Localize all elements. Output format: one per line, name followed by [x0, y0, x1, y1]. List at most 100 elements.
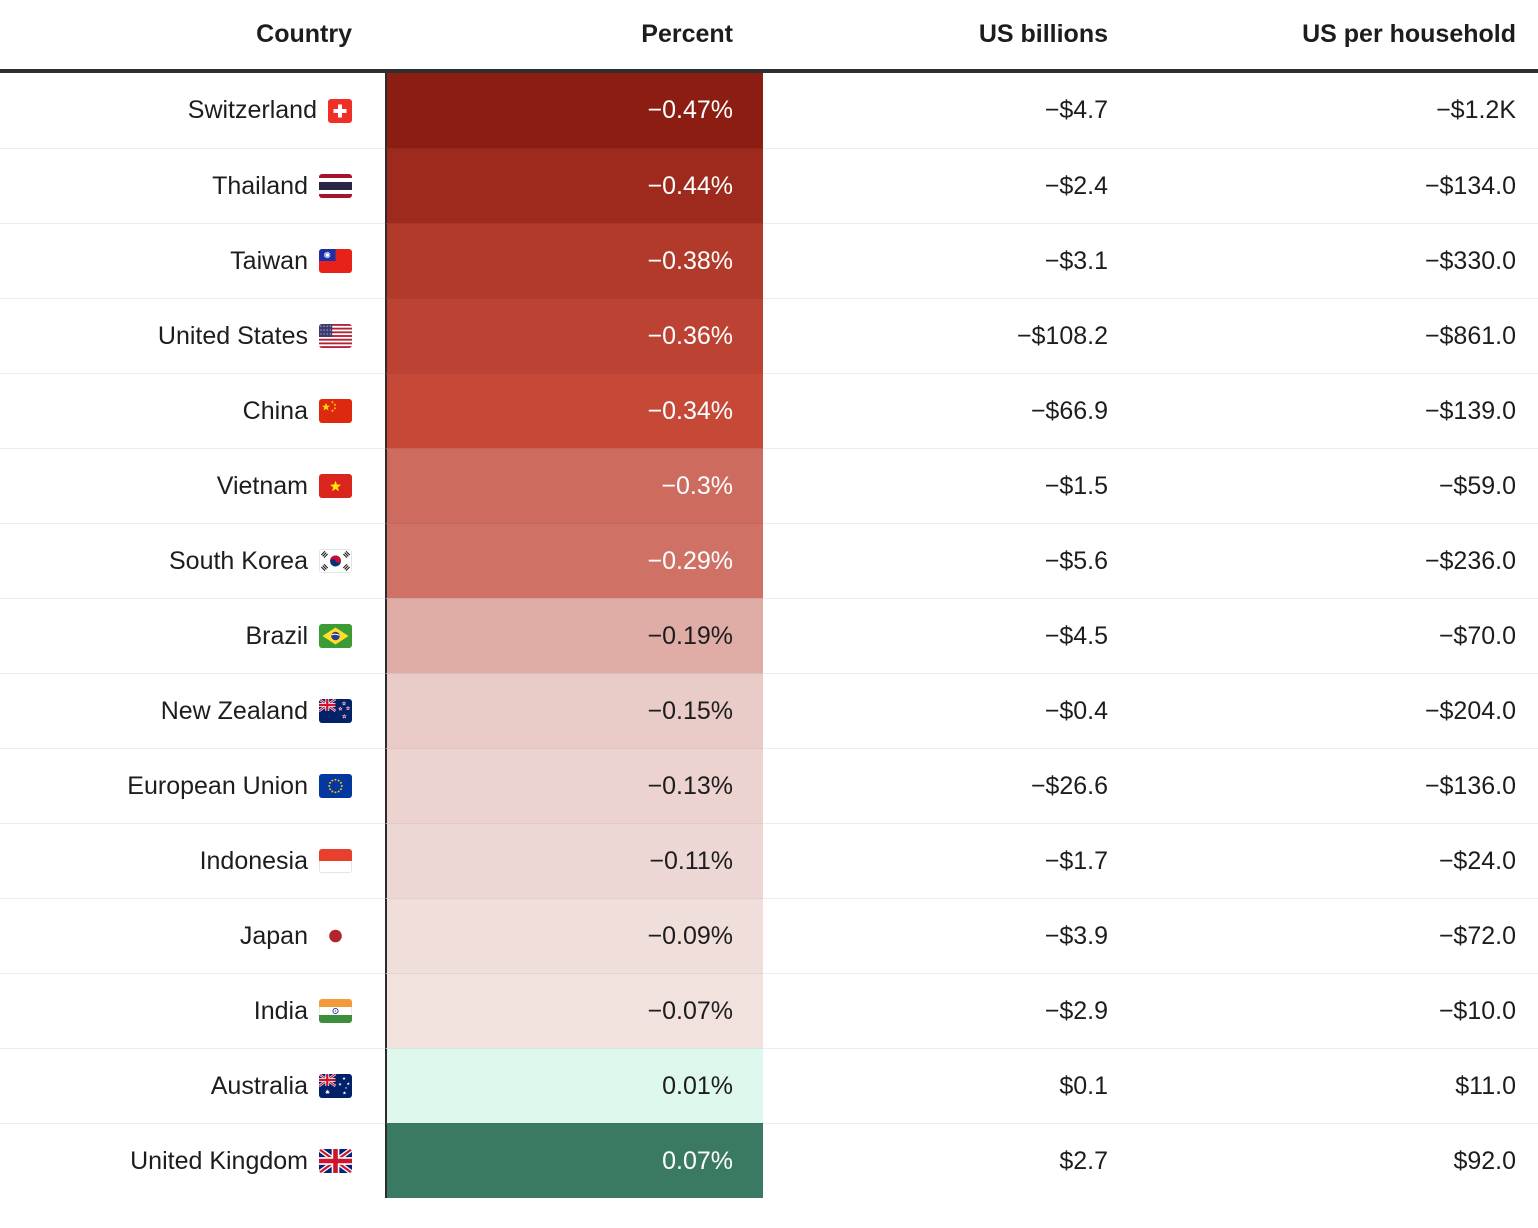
switzerland-flag-icon [328, 98, 352, 123]
south-korea-flag-icon [319, 549, 352, 573]
percent-cell: −0.15% [385, 673, 763, 748]
percent-value: 0.01% [662, 1071, 733, 1100]
us-billions-cell: −$1.7 [763, 823, 1140, 898]
percent-value: −0.15% [647, 696, 734, 725]
thailand-flag-icon [319, 174, 352, 198]
us-per-household-cell: −$72.0 [1140, 898, 1538, 973]
us-per-household-value: −$134.0 [1424, 171, 1516, 200]
us-per-household-cell: −$134.0 [1140, 148, 1538, 223]
table-row: Vietnam −0.3% −$1.5 −$59.0 [0, 448, 1538, 523]
us-per-household-cell: −$861.0 [1140, 298, 1538, 373]
us-per-household-value: −$330.0 [1424, 246, 1516, 275]
us-billions-value: −$2.9 [1044, 996, 1108, 1025]
us-per-household-cell: −$1.2K [1140, 73, 1538, 148]
percent-value: −0.11% [649, 846, 733, 875]
us-billions-value: −$108.2 [1016, 321, 1108, 350]
country-cell: South Korea [0, 523, 385, 598]
country-cell: Taiwan [0, 223, 385, 298]
us-billions-cell: −$26.6 [763, 748, 1140, 823]
us-per-household-cell: $11.0 [1140, 1048, 1538, 1123]
country-label: Vietnam [216, 471, 308, 500]
us-per-household-value: −$236.0 [1424, 546, 1516, 575]
percent-cell: −0.13% [385, 748, 763, 823]
percent-value: −0.19% [647, 621, 734, 650]
country-cell: New Zealand [0, 673, 385, 748]
country-cell: European Union [0, 748, 385, 823]
us-billions-value: −$26.6 [1030, 771, 1108, 800]
table-row: Taiwan −0.38% −$3.1 −$330.0 [0, 223, 1538, 298]
us-per-household-cell: −$10.0 [1140, 973, 1538, 1048]
country-label: China [242, 396, 308, 425]
country-label: Brazil [245, 621, 308, 650]
us-billions-value: −$5.6 [1044, 546, 1108, 575]
table-row: United Kingdom 0.07% $2.7 $92.0 [0, 1123, 1538, 1198]
new-zealand-flag-icon [319, 699, 352, 723]
us-per-household-cell: −$139.0 [1140, 373, 1538, 448]
country-label: India [253, 996, 308, 1025]
us-billions-value: −$3.9 [1044, 921, 1108, 950]
us-per-household-value: −$59.0 [1438, 471, 1516, 500]
table-row: Japan −0.09% −$3.9 −$72.0 [0, 898, 1538, 973]
japan-flag-icon [319, 924, 352, 948]
table-row: South Korea −0.29% −$5.6 −$236.0 [0, 523, 1538, 598]
country-cell: Indonesia [0, 823, 385, 898]
percent-cell: −0.44% [385, 148, 763, 223]
country-label: Indonesia [199, 846, 308, 875]
us-billions-value: −$2.4 [1044, 171, 1108, 200]
country-cell: United Kingdom [0, 1123, 385, 1198]
header-percent: Percent [641, 20, 733, 48]
percent-cell: 0.07% [385, 1123, 763, 1198]
us-per-household-value: $11.0 [1455, 1071, 1516, 1100]
us-per-household-value: −$72.0 [1438, 921, 1516, 950]
country-label: South Korea [169, 546, 308, 575]
us-per-household-cell: −$59.0 [1140, 448, 1538, 523]
country-cell: Vietnam [0, 448, 385, 523]
us-per-household-cell: −$204.0 [1140, 673, 1538, 748]
brazil-flag-icon [319, 624, 352, 648]
us-per-household-cell: −$330.0 [1140, 223, 1538, 298]
us-billions-value: −$3.1 [1044, 246, 1108, 275]
us-per-household-cell: −$236.0 [1140, 523, 1538, 598]
us-billions-cell: $2.7 [763, 1123, 1140, 1198]
percent-value: 0.07% [662, 1146, 733, 1175]
country-cell: Brazil [0, 598, 385, 673]
us-per-household-value: −$204.0 [1424, 696, 1516, 725]
us-billions-cell: −$66.9 [763, 373, 1140, 448]
european-union-flag-icon [319, 774, 352, 798]
percent-cell: −0.47% [385, 73, 763, 148]
percent-cell: −0.07% [385, 973, 763, 1048]
percent-value: −0.07% [647, 996, 734, 1025]
country-cell: United States [0, 298, 385, 373]
vietnam-flag-icon [319, 474, 352, 498]
percent-cell: −0.11% [385, 823, 763, 898]
country-label: Australia [210, 1071, 308, 1100]
percent-value: −0.47% [647, 96, 734, 124]
percent-cell: −0.38% [385, 223, 763, 298]
percent-cell: −0.34% [385, 373, 763, 448]
table-row: Thailand −0.44% −$2.4 −$134.0 [0, 148, 1538, 223]
country-cell: China [0, 373, 385, 448]
country-label: United States [157, 321, 308, 350]
tariff-impact-table: Country Percent US billions US per house… [0, 20, 1538, 1198]
country-label: United Kingdom [130, 1146, 308, 1175]
country-cell: Switzerland [0, 73, 385, 148]
percent-value: −0.29% [647, 546, 734, 575]
percent-cell: −0.3% [385, 448, 763, 523]
us-per-household-cell: −$24.0 [1140, 823, 1538, 898]
united-kingdom-flag-icon [319, 1149, 352, 1173]
us-per-household-cell: −$136.0 [1140, 748, 1538, 823]
country-label: New Zealand [160, 696, 308, 725]
percent-cell: 0.01% [385, 1048, 763, 1123]
us-per-household-value: −$24.0 [1438, 846, 1516, 875]
country-cell: Australia [0, 1048, 385, 1123]
percent-value: −0.38% [647, 246, 734, 275]
us-billions-cell: $0.1 [763, 1048, 1140, 1123]
us-billions-cell: −$4.7 [763, 73, 1140, 148]
us-billions-value: −$1.7 [1044, 846, 1108, 875]
us-billions-cell: −$4.5 [763, 598, 1140, 673]
table-row: India −0.07% −$2.9 −$10.0 [0, 973, 1538, 1048]
country-label: Japan [239, 921, 308, 950]
country-label: Thailand [212, 171, 308, 200]
table-row: Switzerland −0.47% −$4.7 −$1.2K [0, 73, 1538, 148]
us-billions-value: −$4.7 [1044, 96, 1108, 124]
